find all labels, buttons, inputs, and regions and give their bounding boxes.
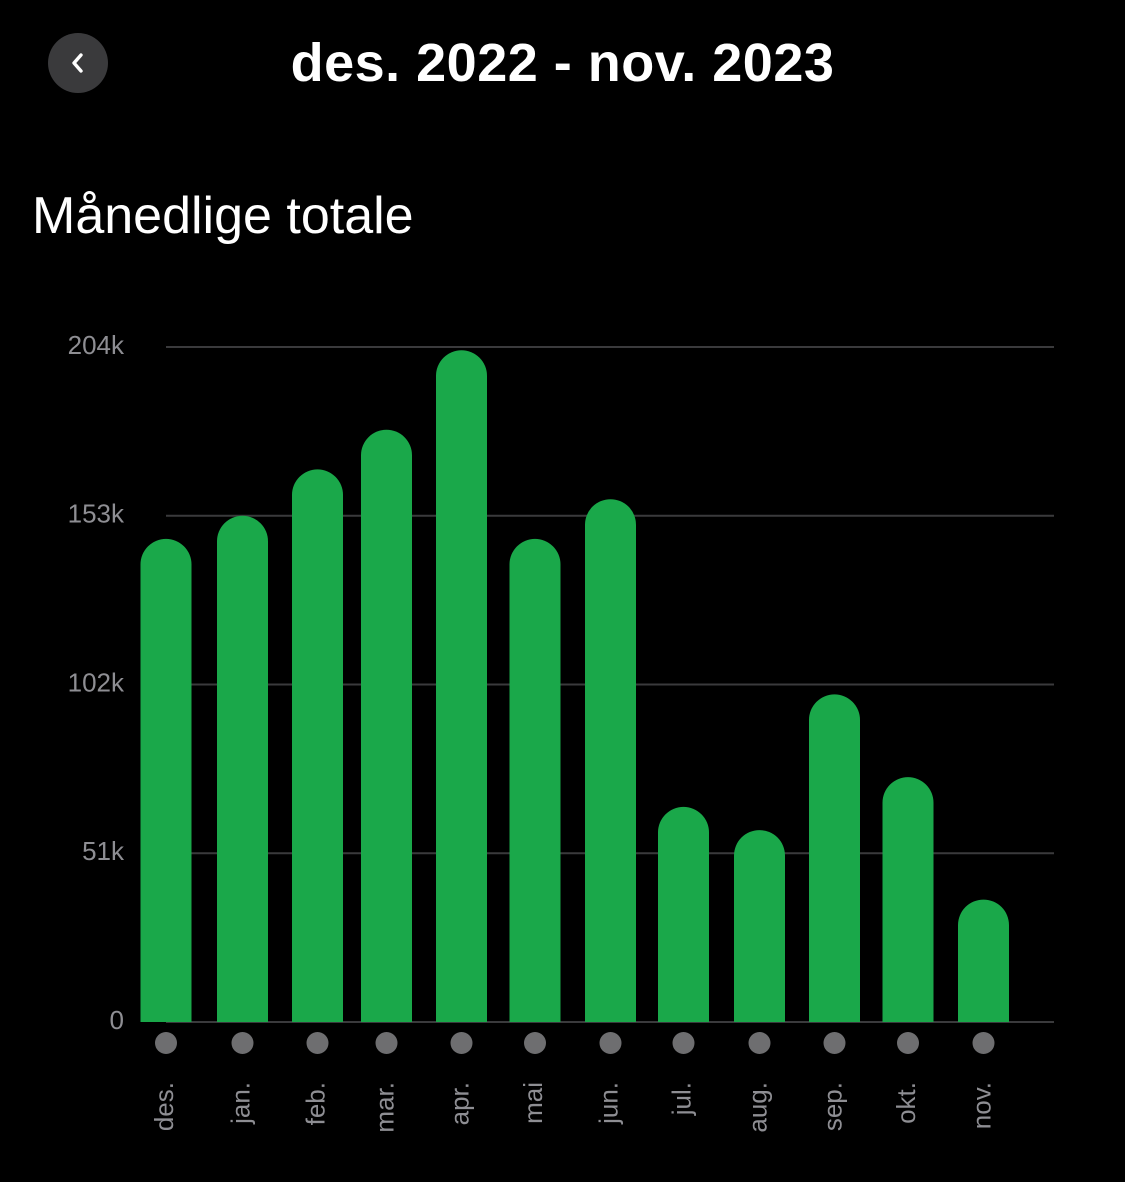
month-indicator-dot[interactable]: [524, 1032, 546, 1054]
month-indicator-dot[interactable]: [155, 1032, 177, 1054]
bar-mai[interactable]: [509, 538, 561, 1022]
month-indicator-dot[interactable]: [231, 1032, 254, 1054]
bar-jul[interactable]: [658, 806, 709, 1022]
month-indicator-dot[interactable]: [450, 1032, 473, 1054]
x-tick-label: des.: [149, 1082, 179, 1131]
bar-jan[interactable]: [217, 515, 268, 1022]
month-indicator-dot[interactable]: [823, 1032, 846, 1054]
month-indicator-dot[interactable]: [375, 1032, 398, 1054]
bar-mar[interactable]: [361, 429, 412, 1022]
page-title: des. 2022 - nov. 2023: [290, 33, 835, 93]
month-indicator-dot[interactable]: [672, 1032, 695, 1054]
x-tick-label: jun.: [593, 1082, 623, 1125]
x-tick-label: okt.: [891, 1082, 921, 1124]
x-tick-label: jan.: [225, 1082, 255, 1125]
bar-nov[interactable]: [958, 899, 1009, 1022]
y-tick-label: 0: [110, 1005, 124, 1035]
bar-sep[interactable]: [809, 694, 860, 1022]
bar-feb[interactable]: [292, 469, 343, 1022]
y-tick-label: 102k: [68, 667, 125, 697]
y-tick-label: 153k: [68, 499, 125, 529]
month-indicator-dot[interactable]: [748, 1032, 771, 1054]
bar-apr[interactable]: [436, 350, 487, 1023]
x-tick-label: sep.: [817, 1082, 847, 1131]
y-tick-label: 204k: [68, 330, 125, 360]
x-tick-label: feb.: [300, 1082, 330, 1125]
x-tick-label: jul.: [666, 1082, 696, 1116]
section-title: Månedlige totale: [32, 187, 414, 245]
x-tick-label: aug.: [742, 1082, 772, 1133]
x-tick-label: nov.: [966, 1082, 996, 1129]
x-tick-label: apr.: [444, 1082, 474, 1125]
bar-aug[interactable]: [734, 830, 785, 1022]
month-indicator-dot[interactable]: [599, 1032, 622, 1054]
month-indicator-dot[interactable]: [972, 1032, 995, 1054]
x-tick-label: mai: [518, 1082, 548, 1124]
bar-des[interactable]: [140, 538, 192, 1022]
month-indicator-dot[interactable]: [306, 1032, 329, 1054]
back-button[interactable]: [48, 33, 108, 93]
month-indicator-dot[interactable]: [897, 1032, 919, 1054]
bar-jun[interactable]: [585, 499, 636, 1022]
chevron-left-icon: [68, 51, 88, 75]
y-tick-label: 51k: [82, 836, 125, 866]
bar-okt[interactable]: [882, 777, 934, 1022]
x-tick-label: mar.: [369, 1082, 399, 1133]
